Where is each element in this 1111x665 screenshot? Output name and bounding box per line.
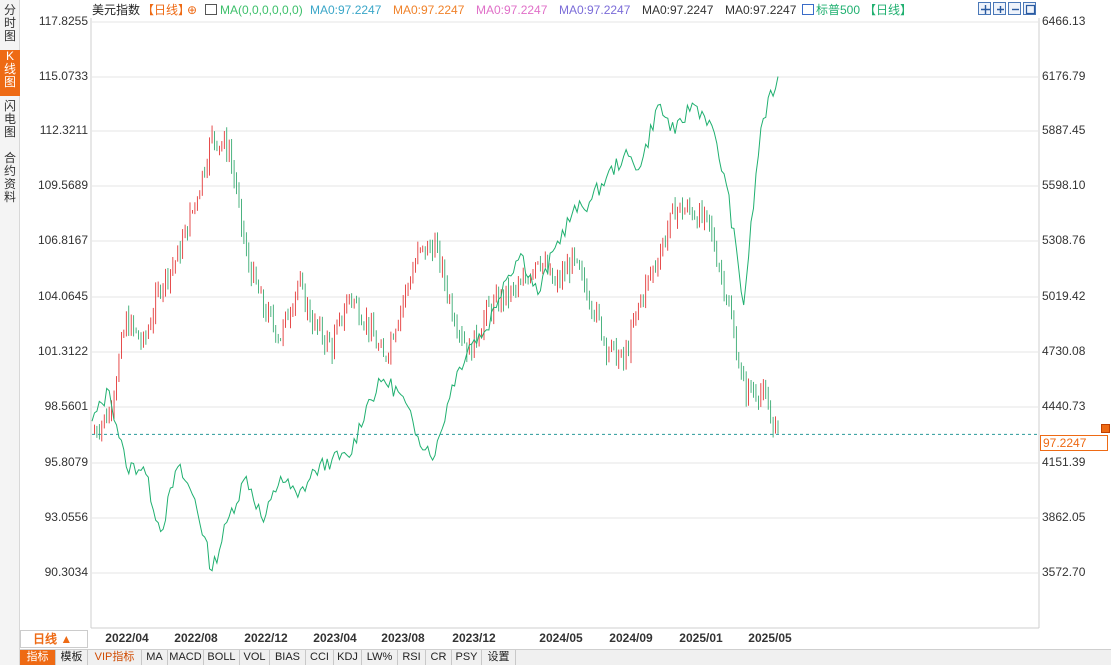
legend-ma-icon xyxy=(205,2,217,18)
indicator-tab[interactable]: BOLL xyxy=(204,650,240,665)
sp500-line xyxy=(91,76,779,572)
y-left-tick-label: 95.8079 xyxy=(44,455,88,469)
x-tick-label: 2022/04 xyxy=(105,631,149,645)
y-left-tick-label: 109.5689 xyxy=(37,178,88,192)
legend-settings-icon[interactable]: ⊕ xyxy=(187,3,198,17)
x-tick-label: 2025/05 xyxy=(748,631,792,645)
y-left-tick-label: 112.3211 xyxy=(39,123,88,137)
indicator-tab[interactable]: VOL xyxy=(240,650,270,665)
indicator-tab[interactable]: LW% xyxy=(362,650,398,665)
y-right-tick-label: 5887.45 xyxy=(1042,123,1086,137)
indicator-tab-bar: 指标 模板 VIP指标 MA MACD BOLL VOL BIAS CCI KDJ LW% RSI CR… xyxy=(20,649,1111,665)
y-right-tick-label: 3572.70 xyxy=(1042,565,1086,579)
x-tick-label: 2022/08 xyxy=(174,631,218,645)
x-tick-label: 2024/09 xyxy=(609,631,653,645)
zoom-out-icon[interactable] xyxy=(1008,2,1021,15)
indicator-tab[interactable]: CCI xyxy=(306,650,334,665)
zoom-in-icon[interactable] xyxy=(993,2,1006,15)
current-price-label: 97.2247 xyxy=(1040,435,1108,452)
y-right-tick-label: 5598.10 xyxy=(1042,178,1086,192)
y-left-tick-label: 93.0556 xyxy=(44,510,88,524)
y-right-tick-label: 4440.73 xyxy=(1042,399,1086,413)
indicator-tab[interactable]: 设置 xyxy=(482,650,516,665)
y-right-tick-label: 6176.79 xyxy=(1042,69,1086,83)
y-left-tick-label: 101.3122 xyxy=(37,344,88,358)
x-tick-label: 2023/08 xyxy=(381,631,425,645)
x-tick-label: 2024/05 xyxy=(539,631,583,645)
crosshair-icon[interactable] xyxy=(978,2,991,15)
x-tick-label: 2022/12 xyxy=(244,631,288,645)
tab-lightning[interactable]: 闪电图 xyxy=(3,99,16,139)
legend-ma-3: MA0:97.2247 xyxy=(476,3,548,17)
x-tick-label: 2023/12 xyxy=(452,631,496,645)
y-left-tick-label: 106.8167 xyxy=(37,233,88,247)
y-left-tick-label: 98.5601 xyxy=(44,399,88,413)
grid-lines xyxy=(92,21,1038,574)
tab-contract-info[interactable]: 合约资料 xyxy=(3,151,16,204)
legend-main-period: 【日线】 xyxy=(142,3,191,17)
indicator-tab[interactable]: MACD xyxy=(168,650,204,665)
legend-ma-5: MA0:97.2247 xyxy=(642,3,714,17)
y-left-tick-label: 90.3034 xyxy=(44,565,88,579)
period-select-button[interactable]: 日线 ▲ xyxy=(20,630,88,648)
indicator-tab[interactable]: 指标 xyxy=(20,650,56,665)
legend-ma-4: MA0:97.2247 xyxy=(559,3,631,17)
y-left-tick-label: 117.8255 xyxy=(38,14,88,28)
indicator-tab[interactable]: KDJ xyxy=(334,650,362,665)
y-right-tick-label: 4151.39 xyxy=(1042,455,1086,469)
legend-ma-1: MA0:97.2247 xyxy=(310,3,382,17)
legend-ma-params: MA(0,0,0,0,0,0) xyxy=(220,3,303,17)
period-label: 日线 xyxy=(33,632,58,646)
y-right-tick-label: 4730.08 xyxy=(1042,344,1086,358)
legend-ma-2: MA0:97.2247 xyxy=(393,3,465,17)
legend-overlay-icon xyxy=(802,2,814,18)
indicator-tab[interactable]: 模板 xyxy=(56,650,88,665)
y-right-tick-label: 6466.13 xyxy=(1042,14,1086,28)
y-left-tick-label: 115.0733 xyxy=(38,69,88,83)
indicator-tab[interactable]: MA xyxy=(142,650,168,665)
indicator-tab[interactable]: CR xyxy=(426,650,452,665)
legend-main-title: 美元指数 xyxy=(92,3,141,17)
legend-ma-6: MA0:97.2247 xyxy=(725,3,797,17)
indicator-tab[interactable]: PSY xyxy=(452,650,482,665)
tab-timeshare[interactable]: 分时图 xyxy=(3,3,16,43)
dollar-index-candles xyxy=(94,125,779,442)
y-right-tick-label: 5308.76 xyxy=(1042,233,1086,247)
y-right-tick-label: 3862.05 xyxy=(1042,510,1086,524)
indicator-tab[interactable]: BIAS xyxy=(270,650,306,665)
legend-overlay-period: 【日线】 xyxy=(864,3,913,17)
indicator-tab[interactable]: VIP指标 xyxy=(88,650,142,665)
indicator-tab[interactable]: RSI xyxy=(398,650,426,665)
x-tick-label: 2023/04 xyxy=(313,631,357,645)
y-left-tick-label: 104.0645 xyxy=(37,289,88,303)
y-right-tick-label: 5019.42 xyxy=(1042,289,1086,303)
fullscreen-icon[interactable] xyxy=(1023,2,1036,15)
legend-overlay-title: 标普500 xyxy=(816,3,861,17)
x-tick-label: 2025/01 xyxy=(679,631,723,645)
price-marker-icon[interactable] xyxy=(1101,424,1110,434)
